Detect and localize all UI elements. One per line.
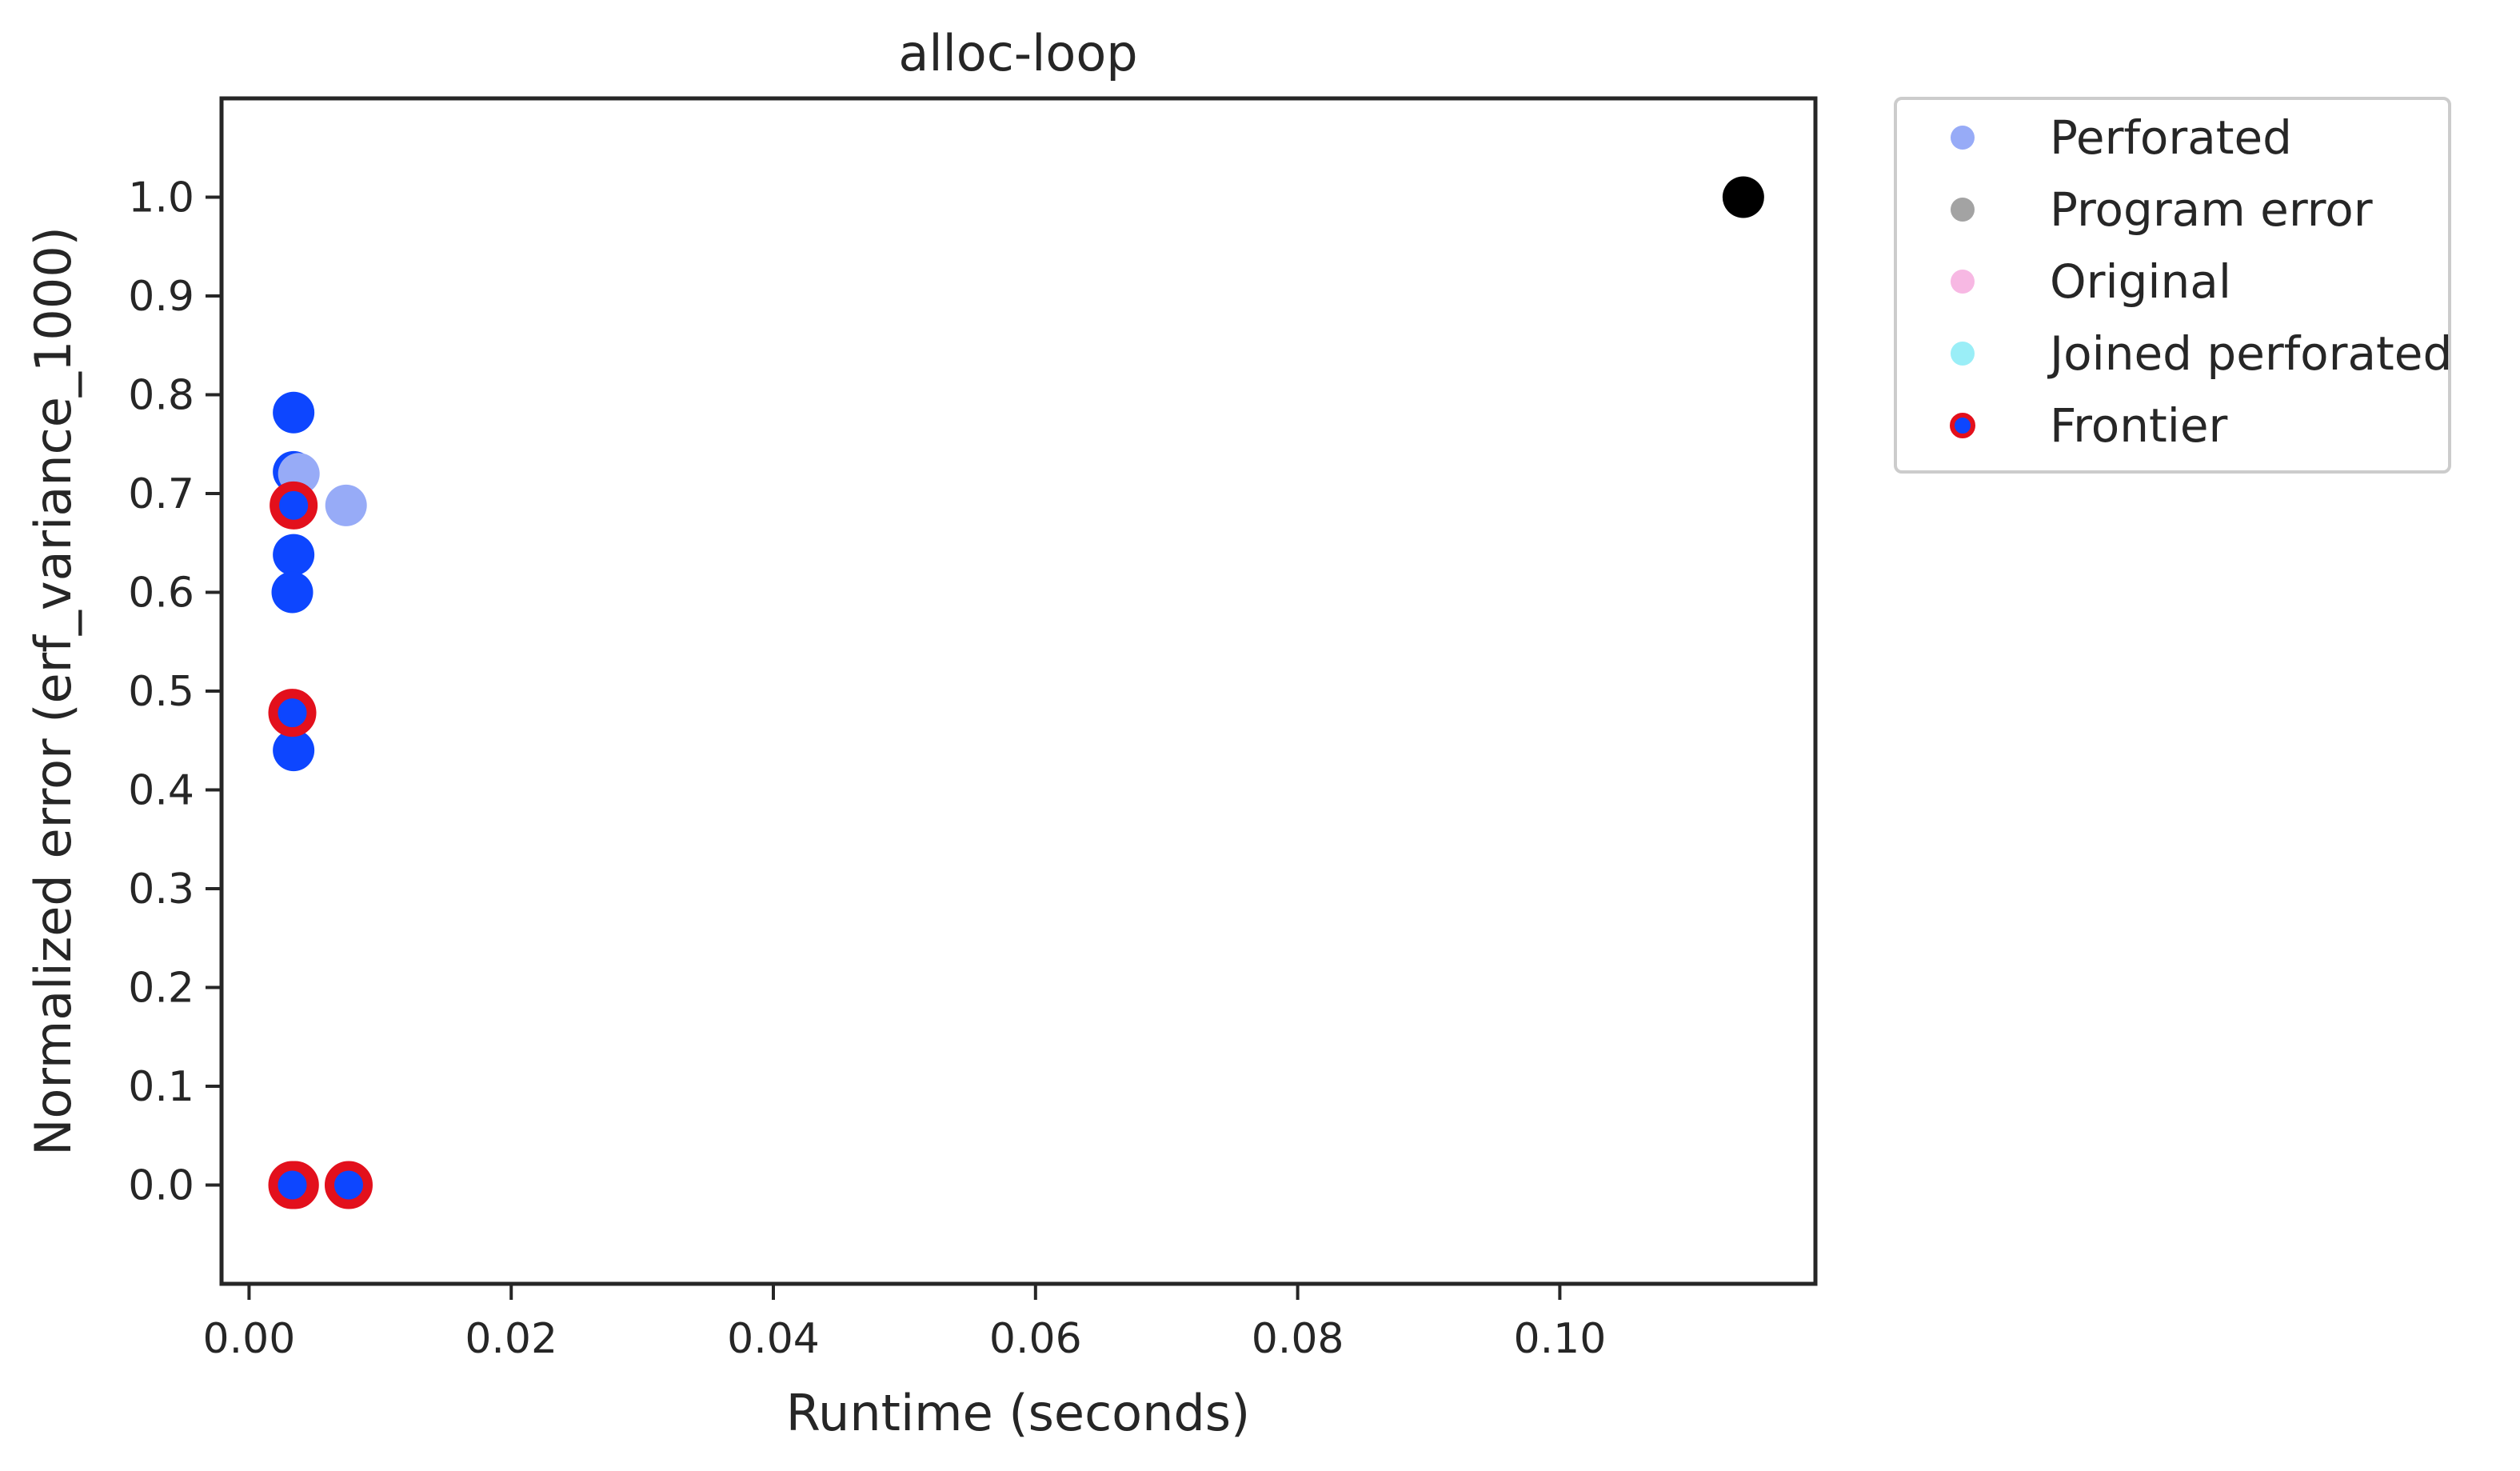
plot-frame (219, 96, 1818, 1286)
axis-ticks: 0.00 0.02 0.04 0.06 0.08 0.10 0.0 0.1 0.2 0.3 0.4 0… (128, 174, 1606, 1364)
legend-marker-program-error (1951, 198, 1975, 222)
legend-frame (1894, 97, 2451, 474)
perforated-point (325, 484, 367, 526)
y-tick-label: 0.6 (128, 570, 194, 618)
legend: Perforated Program error Original Joined pe… (1894, 97, 2452, 474)
y-tick-label: 0.1 (128, 1063, 194, 1111)
legend-marker-original (1951, 270, 1975, 294)
legend-label-program-error: Program error (2050, 182, 2373, 237)
y-tick-label: 0.7 (128, 470, 194, 518)
x-tick-label: 0.00 (203, 1315, 296, 1363)
legend-marker-perforated (1951, 126, 1975, 150)
x-tick-label: 0.10 (1514, 1315, 1607, 1363)
x-axis-label: Runtime (seconds) (786, 1384, 1250, 1442)
x-tick-label: 0.06 (989, 1315, 1082, 1363)
y-tick-label: 0.3 (128, 865, 194, 913)
y-tick-label: 0.5 (128, 668, 194, 716)
frontier-point (324, 1161, 373, 1209)
y-tick-label: 0.8 (128, 372, 194, 420)
legend-label-frontier: Frontier (2050, 398, 2227, 453)
run-point (271, 571, 314, 614)
legend-label-original: Original (2050, 254, 2231, 309)
frontier-point (270, 481, 318, 530)
original-runtime-point (1722, 176, 1764, 218)
x-tick-label: 0.08 (1252, 1315, 1344, 1363)
y-tick-label: 0.2 (128, 965, 194, 1013)
run-point (273, 391, 315, 434)
y-tick-label: 0.9 (128, 273, 194, 321)
x-tick-label: 0.02 (465, 1315, 557, 1363)
plot-background (222, 98, 1815, 1284)
frontier-point (268, 689, 317, 737)
run-point (273, 730, 315, 772)
frontier-point (268, 1161, 317, 1209)
legend-marker-frontier (1950, 413, 1975, 438)
legend-label-joined-perforated: Joined perforated (2047, 326, 2452, 381)
y-tick-label: 0.4 (128, 767, 194, 815)
legend-label-perforated: Perforated (2050, 110, 2292, 165)
data-points (268, 176, 1764, 1209)
run-point (273, 534, 315, 576)
y-tick-label: 1.0 (128, 174, 194, 222)
y-axis-label: Normalized error (erf_variance_1000) (24, 226, 82, 1156)
y-tick-label: 0.0 (128, 1162, 194, 1210)
x-tick-label: 0.04 (727, 1315, 820, 1363)
chart-title: alloc-loop (898, 24, 1137, 82)
legend-marker-joined-perforated (1951, 342, 1975, 366)
